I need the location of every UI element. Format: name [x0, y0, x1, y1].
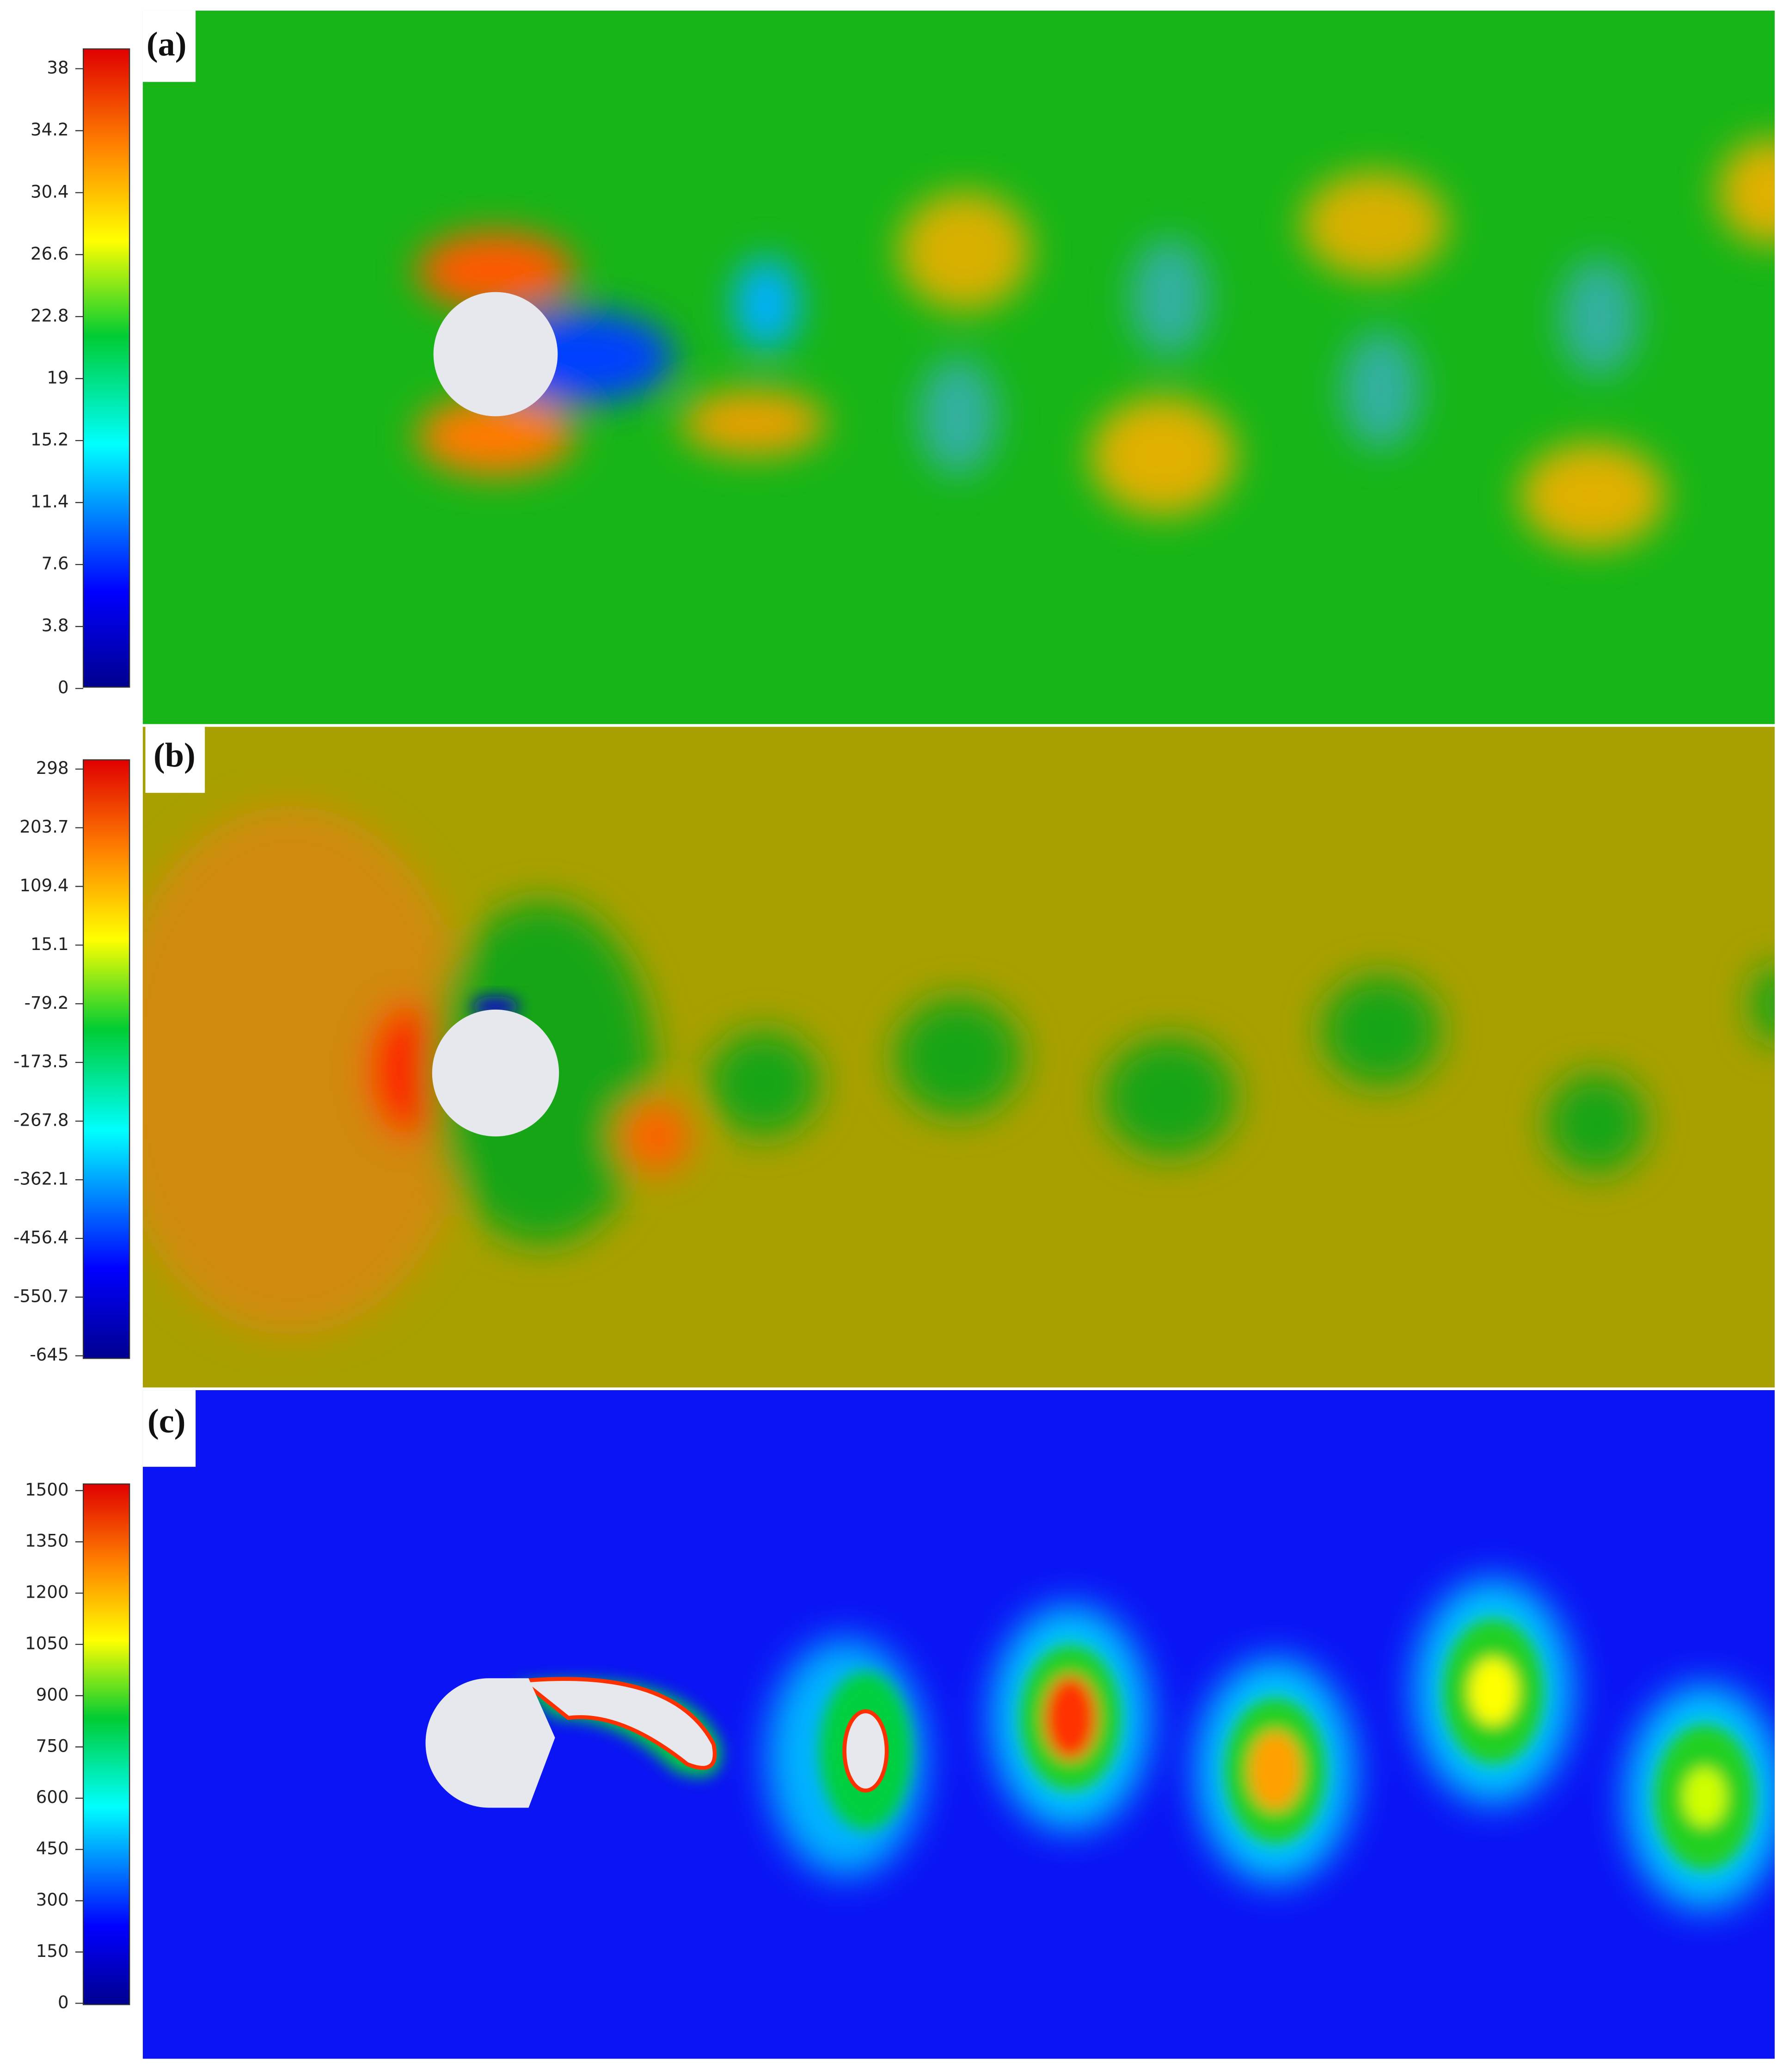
tick-label: 203.7: [19, 817, 68, 837]
tick-label: 15.2: [31, 429, 69, 449]
label-box: [142, 10, 196, 82]
tick-label: 22.8: [31, 306, 69, 325]
label-box: [145, 727, 205, 793]
label-box: [142, 1390, 196, 1467]
field-c: [142, 1390, 1775, 2059]
tick-label: 38: [47, 58, 68, 78]
tick-label: -267.8: [13, 1110, 69, 1130]
tick-label: 30.4: [31, 182, 69, 202]
tick-label: -645: [30, 1345, 68, 1365]
tick-label: 300: [36, 1890, 69, 1910]
tick-label: 15.1: [31, 934, 69, 954]
colorbar: [83, 1483, 130, 2005]
colorbar: [83, 759, 130, 1359]
tick-label: 600: [36, 1787, 69, 1807]
tick-label: 1350: [25, 1531, 69, 1551]
tick-label: -550.7: [13, 1286, 69, 1306]
tick-label: 1050: [25, 1634, 69, 1654]
tick-label: -456.4: [13, 1227, 69, 1247]
tick-label: 19: [47, 368, 68, 387]
tick-label: 0: [58, 678, 69, 698]
tick-label: 750: [36, 1736, 69, 1756]
tick-label: -79.2: [25, 993, 69, 1013]
tick-label: 900: [36, 1685, 69, 1704]
tick-label: 0: [58, 1992, 69, 2012]
tick-label: 1200: [25, 1582, 69, 1602]
panel-label: (b): [153, 736, 196, 774]
tick-label: -173.5: [13, 1052, 69, 1072]
tick-label: 150: [36, 1941, 69, 1961]
tick-label: 3.8: [42, 616, 69, 636]
tick-label: 34.2: [31, 120, 69, 140]
tick-label: 109.4: [19, 876, 68, 895]
tick-label: 11.4: [31, 492, 69, 512]
tick-label: 7.6: [42, 554, 69, 574]
field-b: [142, 727, 1775, 1388]
tick-label: 298: [36, 758, 69, 778]
colorbar: [83, 48, 130, 688]
panel-label: (a): [147, 25, 187, 63]
field-a: [142, 10, 1775, 724]
tick-label: 26.6: [31, 244, 69, 264]
panel-label: (c): [147, 1402, 185, 1440]
tick-label: 450: [36, 1839, 69, 1858]
tick-label: 1500: [25, 1480, 69, 1500]
tick-label: -362.1: [13, 1169, 69, 1189]
